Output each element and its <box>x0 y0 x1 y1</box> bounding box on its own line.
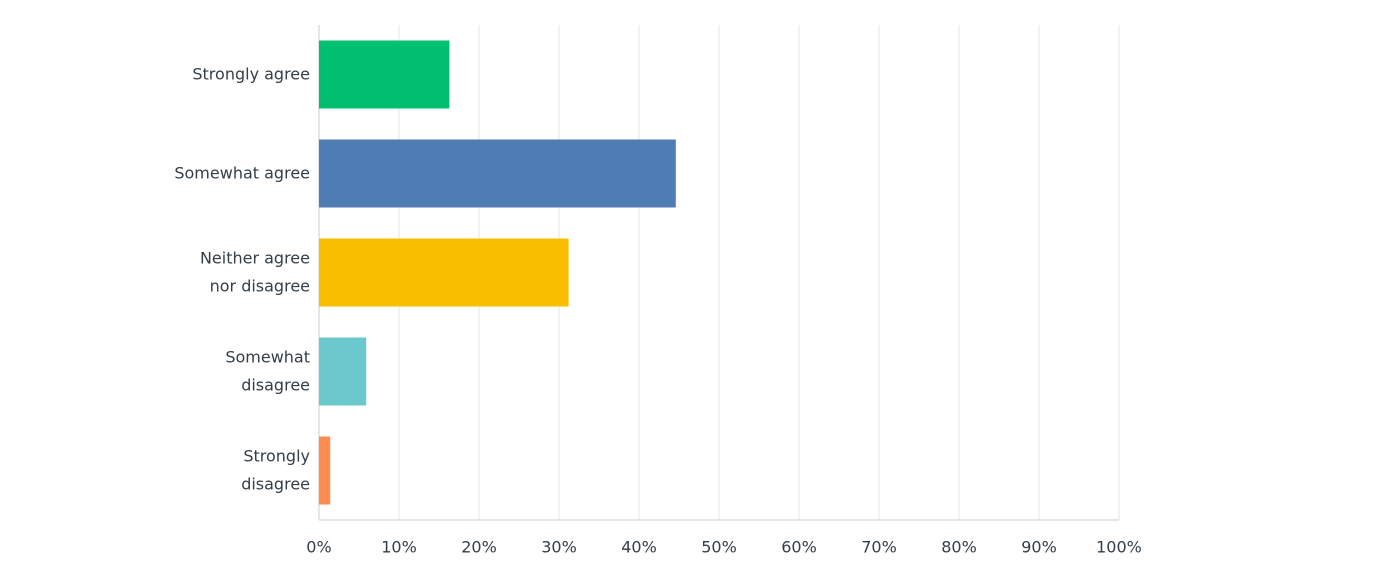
bar <box>319 139 676 208</box>
x-tick-label: 70% <box>861 538 897 557</box>
x-tick-label: 0% <box>306 538 331 557</box>
x-tick-label: 20% <box>461 538 497 557</box>
x-tick-label: 40% <box>621 538 657 557</box>
bar <box>319 238 569 307</box>
x-tick-label: 90% <box>1021 538 1057 557</box>
x-tick-label: 60% <box>781 538 817 557</box>
x-tick-label: 80% <box>941 538 977 557</box>
bar <box>319 436 331 505</box>
x-tick-label: 50% <box>701 538 737 557</box>
bar <box>319 40 450 109</box>
x-tick-label: 30% <box>541 538 577 557</box>
y-tick-label: Somewhat agree <box>174 163 310 182</box>
bar <box>319 337 367 406</box>
y-tick-label: Somewhat disagree <box>225 347 310 394</box>
x-tick-label: 10% <box>381 538 417 557</box>
y-tick-label: Strongly disagree <box>241 446 310 493</box>
y-tick-label: Neither agree nor disagree <box>200 248 310 295</box>
x-tick-label: 100% <box>1096 538 1142 557</box>
y-tick-label: Strongly agree <box>192 64 310 83</box>
